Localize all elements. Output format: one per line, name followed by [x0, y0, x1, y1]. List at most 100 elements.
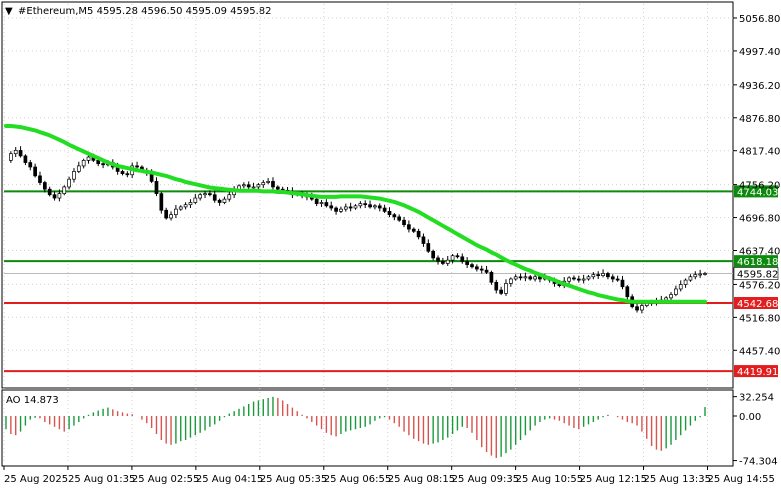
candle-body	[606, 273, 610, 278]
candle-body	[576, 278, 581, 281]
candle-body	[343, 206, 348, 210]
candle-body	[601, 273, 605, 277]
candle-body	[445, 259, 450, 264]
candle-body	[159, 193, 164, 211]
candle-body	[81, 159, 86, 167]
candle-body	[339, 208, 343, 212]
candle-body	[203, 193, 207, 196]
candle-body	[683, 279, 688, 285]
candle-body	[504, 283, 508, 294]
candle-body	[703, 273, 707, 275]
candle-body	[674, 288, 678, 295]
ao-axis: 32.254 0.00 -74.304	[733, 393, 778, 468]
candle-body	[334, 207, 338, 212]
candle-body	[610, 276, 615, 280]
price-axis: 5056.80 4997.40 4936.20 4876.80 4817.40 4756.…	[733, 14, 780, 357]
candle-body	[421, 236, 426, 244]
y-tick-label: 5056.80	[739, 14, 780, 25]
y-tick-label: 4516.80	[739, 313, 780, 324]
candle-body	[533, 276, 537, 280]
y-tick-label: 4696.80	[739, 214, 780, 225]
candle-body	[198, 194, 203, 199]
x-tick-label: 25 Aug 14:55	[707, 474, 774, 485]
ao-tick-label: 32.254	[739, 393, 774, 404]
candle-body	[489, 271, 494, 283]
x-tick-label: 25 Aug 2025	[4, 474, 68, 485]
candle-body	[581, 278, 586, 281]
candle-body	[572, 277, 576, 280]
candle-body	[669, 294, 673, 299]
candle-body	[212, 194, 217, 201]
arrow-icon[interactable]: ▼	[5, 6, 13, 17]
candle-body	[13, 150, 18, 155]
candle-body	[266, 181, 270, 183]
candle-body	[368, 204, 372, 208]
candle-body	[227, 194, 232, 200]
candle-body	[256, 184, 261, 188]
candle-body	[76, 165, 81, 172]
candle-body	[382, 207, 387, 212]
candle-body	[33, 166, 37, 177]
candle-body	[494, 281, 499, 291]
candle-body	[178, 206, 183, 210]
candle-body	[135, 165, 139, 168]
candle-body	[615, 278, 620, 281]
candle-body	[470, 264, 474, 268]
moving-average	[4, 124, 707, 304]
candle-body	[193, 197, 198, 203]
x-tick-label: 25 Aug 02:55	[132, 474, 199, 485]
y-tick-label: 4876.80	[739, 114, 780, 125]
ao-tick-label: -74.304	[739, 457, 778, 468]
candle-body	[436, 257, 440, 262]
candle-body	[397, 216, 402, 221]
candle-body	[479, 268, 484, 271]
candle-body	[484, 269, 489, 273]
candle-body	[52, 194, 57, 199]
x-tick-label: 25 Aug 06:55	[324, 474, 391, 485]
x-tick-label: 25 Aug 10:55	[516, 474, 583, 485]
candle-body	[222, 198, 227, 203]
candle-body	[47, 188, 52, 196]
candle-body	[635, 306, 639, 311]
grid-lines	[3, 4, 733, 464]
candle-body	[62, 186, 67, 194]
x-tick-label: 25 Aug 08:15	[388, 474, 455, 485]
candle-body	[499, 289, 503, 294]
candle-body	[518, 276, 523, 279]
candle-body	[120, 171, 125, 175]
candle-body	[9, 153, 13, 161]
candle-body	[620, 279, 625, 288]
y-tick-label: 4756.20	[739, 181, 780, 192]
candle-body	[67, 178, 71, 188]
candle-body	[183, 204, 188, 208]
candle-body	[242, 184, 246, 187]
candle-body	[416, 230, 421, 238]
candle-body	[431, 250, 436, 259]
candle-body	[348, 206, 353, 209]
candle-body	[441, 260, 445, 264]
candle-body	[426, 243, 431, 252]
level-label-box	[734, 255, 778, 268]
y-tick-label: 4936.20	[739, 81, 780, 92]
candle-body	[402, 219, 406, 226]
candle-body	[455, 255, 460, 258]
candle-body	[23, 155, 28, 163]
chart-title: #Ethereum,M5 4595.28 4596.50 4595.09 459…	[18, 6, 272, 17]
candle-body	[246, 184, 251, 188]
current-price-label: 4595.82	[737, 270, 778, 281]
candle-body	[18, 150, 23, 157]
candle-body	[188, 202, 193, 206]
candles	[9, 146, 707, 314]
candle-body	[358, 203, 363, 207]
current-price-box	[733, 267, 779, 280]
candle-body	[625, 286, 630, 298]
level-label: 4542.68	[737, 299, 778, 310]
ao-label: AO 14.873	[6, 395, 59, 406]
candle-body	[460, 256, 465, 262]
candle-body	[324, 202, 329, 207]
candle-body	[392, 214, 397, 218]
candle-body	[363, 203, 368, 206]
candle-body	[586, 276, 591, 280]
candle-body	[591, 274, 596, 278]
candle-body	[96, 159, 101, 165]
